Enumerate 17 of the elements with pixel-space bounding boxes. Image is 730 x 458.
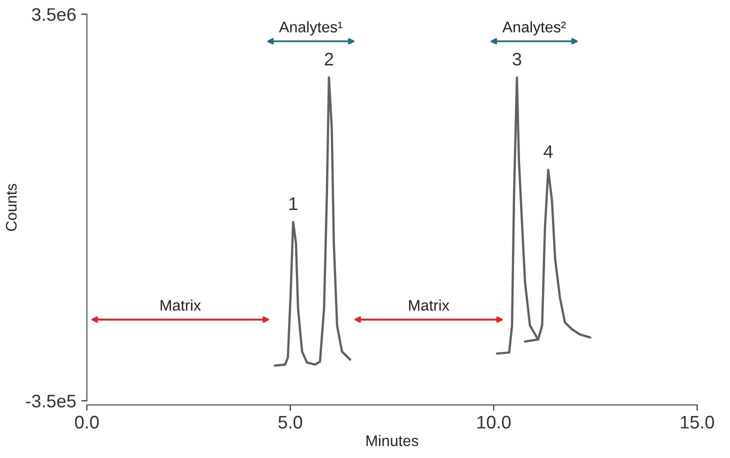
y-axis-title: Counts <box>6 184 17 231</box>
y-tick-label: 3.5e6 <box>32 8 76 21</box>
annotation: Analytes² <box>502 21 566 36</box>
x-tick-label: 15.0 <box>680 416 714 429</box>
annotation: Matrix <box>409 300 450 311</box>
annotation: Analytes¹ <box>279 21 342 36</box>
annotation: Matrix <box>160 300 201 311</box>
x-tick-label: 5.0 <box>278 416 302 429</box>
x-axis-title: Minutes <box>366 434 418 446</box>
x-tick-label: 0.0 <box>75 416 99 429</box>
annotation: 3 <box>512 52 522 66</box>
annotation: 4 <box>544 145 553 158</box>
annotation: 1 <box>290 198 298 210</box>
y-tick-label: -3.5e5 <box>26 394 76 408</box>
x-tick-label: 10.0 <box>478 416 511 429</box>
line-series <box>274 76 352 367</box>
annotation: 2 <box>324 52 334 66</box>
